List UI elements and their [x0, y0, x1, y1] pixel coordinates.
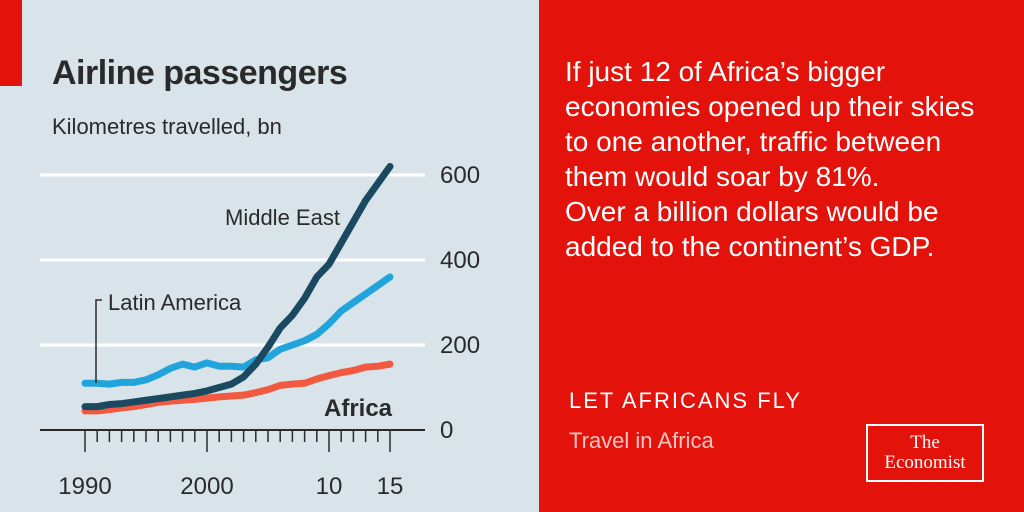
- message-text: If just 12 of Africa’s bigger economies …: [565, 54, 985, 264]
- chart-panel: Airline passengers Kilometres travelled,…: [0, 0, 539, 512]
- series-line-middle-east: [81, 163, 394, 411]
- y-tick-label: 200: [440, 332, 480, 359]
- x-tick-label: 15: [377, 473, 404, 500]
- message-line-2: Over a billion dollars would be added to…: [565, 196, 939, 262]
- x-tick-label: 10: [316, 473, 343, 500]
- kicker: LET AFRICANS FLY: [569, 388, 802, 413]
- gridlines: [40, 173, 425, 347]
- series-labels: Middle East Latin America Africa: [95, 205, 393, 422]
- red-tag: [0, 0, 22, 86]
- x-tick-labels: 1990 2000 10 15: [58, 473, 403, 500]
- logo-line-1: The: [910, 432, 940, 453]
- y-tick-label: 400: [440, 247, 480, 274]
- x-tick-label: 2000: [180, 473, 233, 500]
- chart-subtitle: Kilometres travelled, bn: [52, 114, 282, 139]
- series-label-latin-america: Latin America: [108, 290, 242, 315]
- series-lines: [81, 163, 394, 415]
- logo-line-2: Economist: [884, 452, 966, 473]
- message-panel: If just 12 of Africa’s bigger economies …: [539, 0, 1024, 512]
- series-label-middle-east: Middle East: [225, 205, 340, 230]
- y-tick-label: 600: [440, 162, 480, 189]
- x-axis: [40, 429, 425, 452]
- economist-logo: The Economist: [866, 424, 984, 482]
- y-tick-labels: 600 400 200 0: [440, 162, 480, 444]
- series-label-africa: Africa: [324, 395, 393, 422]
- x-tick-label: 1990: [58, 473, 111, 500]
- series-line-africa: [81, 360, 394, 415]
- latin-america-leader: [95, 299, 102, 383]
- y-tick-label: 0: [440, 417, 453, 444]
- chart-title: Airline passengers: [52, 54, 348, 92]
- section-label: Travel in Africa: [569, 428, 714, 453]
- message-line-1: If just 12 of Africa’s bigger economies …: [565, 56, 975, 192]
- series-line-latin-america: [81, 273, 394, 388]
